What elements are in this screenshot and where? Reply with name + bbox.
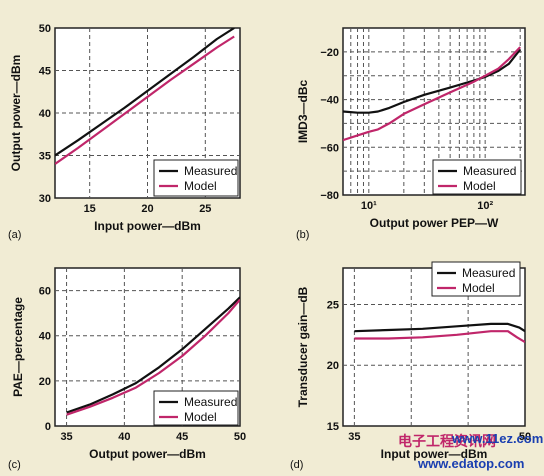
- x-axis-label: Output power PEP—W: [370, 216, 499, 230]
- legend-label-measured: Measured: [184, 395, 237, 409]
- x-tick-label: 10¹: [361, 200, 377, 212]
- y-axis-label: Transducer gain—dB: [296, 286, 310, 407]
- panel-letter: (b): [296, 229, 309, 241]
- y-tick-label: 40: [39, 331, 51, 343]
- panel-letter: (a): [8, 229, 21, 241]
- y-tick-label: 15: [327, 421, 339, 433]
- series-line-measured: [66, 296, 240, 414]
- y-tick-label: −20: [320, 47, 339, 59]
- x-tick-label: 35: [348, 431, 360, 443]
- y-tick-label: 20: [39, 376, 51, 388]
- legend-label-model: Model: [184, 410, 217, 424]
- watermark-url-text: www.edatop.com: [417, 456, 524, 471]
- legend-label-measured: Measured: [184, 164, 237, 178]
- y-tick-label: 25: [327, 299, 339, 311]
- y-tick-label: −80: [320, 190, 339, 202]
- y-axis-label: PAE—percentage: [11, 297, 25, 397]
- series-line-measured: [343, 48, 522, 114]
- chart-panel-1: 15 20 25 30 35 40 45 50 Input power—dBm Output po…: [8, 23, 241, 241]
- chart-panel-4: 35 50 15 20 25 Input power—dBm Transducer gain…: [290, 261, 531, 471]
- watermark-logo-text: 电子工程资讯网: [398, 433, 496, 449]
- series-line-model: [66, 298, 240, 416]
- legend-box: [431, 261, 521, 297]
- y-tick-label: −60: [320, 142, 339, 154]
- x-tick-label: 50: [234, 431, 246, 443]
- x-tick-label: 15: [84, 203, 96, 215]
- legend-box: [153, 390, 239, 426]
- x-tick-label: 25: [199, 203, 211, 215]
- x-axis-label: Output power—dBm: [89, 447, 206, 461]
- legend-label-model: Model: [184, 179, 217, 193]
- y-tick-label: 0: [45, 421, 51, 433]
- chart-panels: 15 20 25 30 35 40 45 50 Input power—dBm Output po…: [8, 23, 531, 471]
- series-line-model: [354, 330, 525, 344]
- x-tick-label: 10²: [477, 200, 493, 212]
- x-tick-label: 50: [519, 431, 531, 443]
- x-tick-label: 35: [60, 431, 72, 443]
- watermark-overlay-url: www.11ez.com: [451, 431, 543, 446]
- series-line-measured: [55, 28, 235, 157]
- watermark: 电子工程资讯网 www.11ez.com www.edatop.com: [398, 431, 543, 471]
- y-tick-label: 30: [39, 193, 51, 205]
- x-axis-label: Input power—dBm: [381, 447, 488, 461]
- series-line-model: [55, 35, 235, 165]
- legend-label-model: Model: [462, 281, 495, 295]
- legend-box: [153, 159, 239, 197]
- y-tick-label: 40: [39, 108, 51, 120]
- y-axis-label: IMD3—dBc: [296, 80, 310, 144]
- panel-letter: (c): [8, 459, 21, 471]
- y-tick-label: 45: [39, 66, 51, 78]
- legend-label-measured: Measured: [463, 164, 516, 178]
- y-tick-label: 35: [39, 151, 51, 163]
- x-tick-label: 20: [141, 203, 153, 215]
- x-axis-label: Input power—dBm: [94, 219, 201, 233]
- legend-box: [432, 159, 522, 195]
- panel-letter: (d): [290, 459, 303, 471]
- legend-label-measured: Measured: [462, 266, 515, 280]
- series-line-model: [343, 46, 521, 142]
- x-tick-label: 40: [118, 431, 130, 443]
- x-tick-label: 45: [176, 431, 188, 443]
- y-tick-label: −40: [320, 95, 339, 107]
- series-line-measured: [354, 322, 525, 333]
- y-axis-label: Output power—dBm: [9, 55, 23, 172]
- y-tick-label: 60: [39, 286, 51, 298]
- y-tick-label: 50: [39, 23, 51, 35]
- chart-panel-3: 35 40 45 50 0 20 40 60 Output power—dBm PAE—perce…: [8, 267, 246, 471]
- legend-label-model: Model: [463, 179, 496, 193]
- y-tick-label: 20: [327, 360, 339, 372]
- chart-panel-2: 10¹ 10² −80 −60 −40 −20 Output power PEP—W IMD3…: [296, 27, 526, 241]
